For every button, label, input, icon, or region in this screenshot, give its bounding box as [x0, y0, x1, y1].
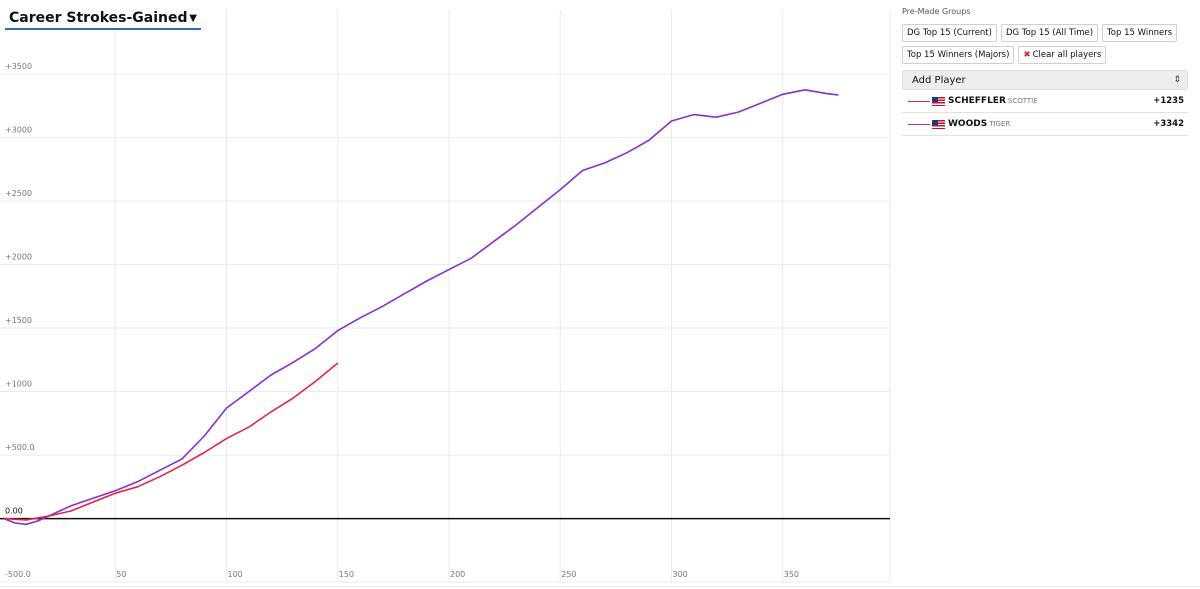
player-sg-value: +3342: [1153, 119, 1184, 129]
x-tick-label: 300: [673, 570, 688, 579]
add-player-label: Add Player: [912, 74, 966, 86]
updown-chevron-icon: ⇕: [1173, 75, 1181, 85]
group-button-dg-top15-alltime[interactable]: DG Top 15 (All Time): [1000, 24, 1099, 42]
player-last-name: WOODS: [948, 119, 988, 129]
series-swatch: [908, 100, 930, 102]
x-tick-label: 50: [116, 570, 126, 579]
series-swatch: [908, 123, 930, 125]
add-player-dropdown[interactable]: Add Player ⇕: [902, 70, 1188, 90]
caret-down-icon: ▼: [189, 12, 197, 24]
x-tick-label: 200: [450, 570, 465, 579]
clear-players-label: Clear all players: [1032, 50, 1102, 60]
player-row-woods[interactable]: WOODS TIGER +3342: [902, 113, 1188, 136]
metric-dropdown-label: Career Strokes-Gained: [9, 10, 188, 26]
premade-groups-title: Pre-Made Groups: [902, 7, 971, 16]
clear-players-button[interactable]: ✖ Clear all players: [1018, 46, 1107, 64]
y-tick-label: +1000: [5, 380, 32, 389]
y-tick-label: +3500: [5, 62, 32, 71]
y-tick-label: +2000: [5, 253, 32, 262]
y-tick-label: +1500: [5, 316, 32, 325]
y-tick-label: -500.0: [5, 570, 31, 579]
metric-dropdown[interactable]: Career Strokes-Gained ▼: [5, 8, 201, 30]
player-sg-value: +1235: [1153, 96, 1184, 106]
us-flag-icon: [932, 96, 945, 106]
x-tick-label: 250: [561, 570, 576, 579]
chart-grid: [0, 10, 891, 583]
x-tick-labels: 50 100 150 200 250 300 350: [116, 570, 799, 579]
player-first-name: TIGER: [989, 120, 1011, 128]
premade-groups: DG Top 15 (Current) DG Top 15 (All Time)…: [902, 24, 1188, 64]
y-tick-label: +2500: [5, 189, 32, 198]
us-flag-icon: [932, 119, 945, 129]
group-button-top15-winners-majors[interactable]: Top 15 Winners (Majors): [902, 46, 1015, 64]
y-tick-label: +3000: [5, 125, 32, 134]
y-tick-label: +500.0: [5, 443, 35, 452]
player-panel: Pre-Made Groups DG Top 15 (Current) DG T…: [902, 6, 1188, 136]
player-last-name: SCHEFFLER: [948, 96, 1006, 106]
series-line-woods: [3, 89, 839, 526]
career-sg-chart: +3500 +3000 +2500 +2000 +1500 +1000 +500.0 0.00…: [0, 10, 891, 583]
group-button-top15-winners[interactable]: Top 15 Winners: [1102, 24, 1178, 42]
y-tick-label: 0.00: [5, 507, 23, 516]
series-line-scheffler: [3, 362, 339, 521]
group-button-dg-top15-current[interactable]: DG Top 15 (Current): [902, 24, 997, 42]
player-first-name: SCOTTIE: [1007, 97, 1038, 105]
clear-icon: ✖: [1023, 50, 1031, 60]
x-tick-label: 100: [228, 570, 243, 579]
series-lines: [3, 89, 839, 526]
player-row-scheffler[interactable]: SCHEFFLER SCOTTIE +1235: [902, 90, 1188, 113]
x-tick-label: 150: [339, 570, 354, 579]
x-tick-label: 350: [784, 570, 799, 579]
bottom-divider: [0, 586, 1200, 587]
y-tick-labels: +3500 +3000 +2500 +2000 +1500 +1000 +500.0 0.00…: [5, 62, 35, 579]
